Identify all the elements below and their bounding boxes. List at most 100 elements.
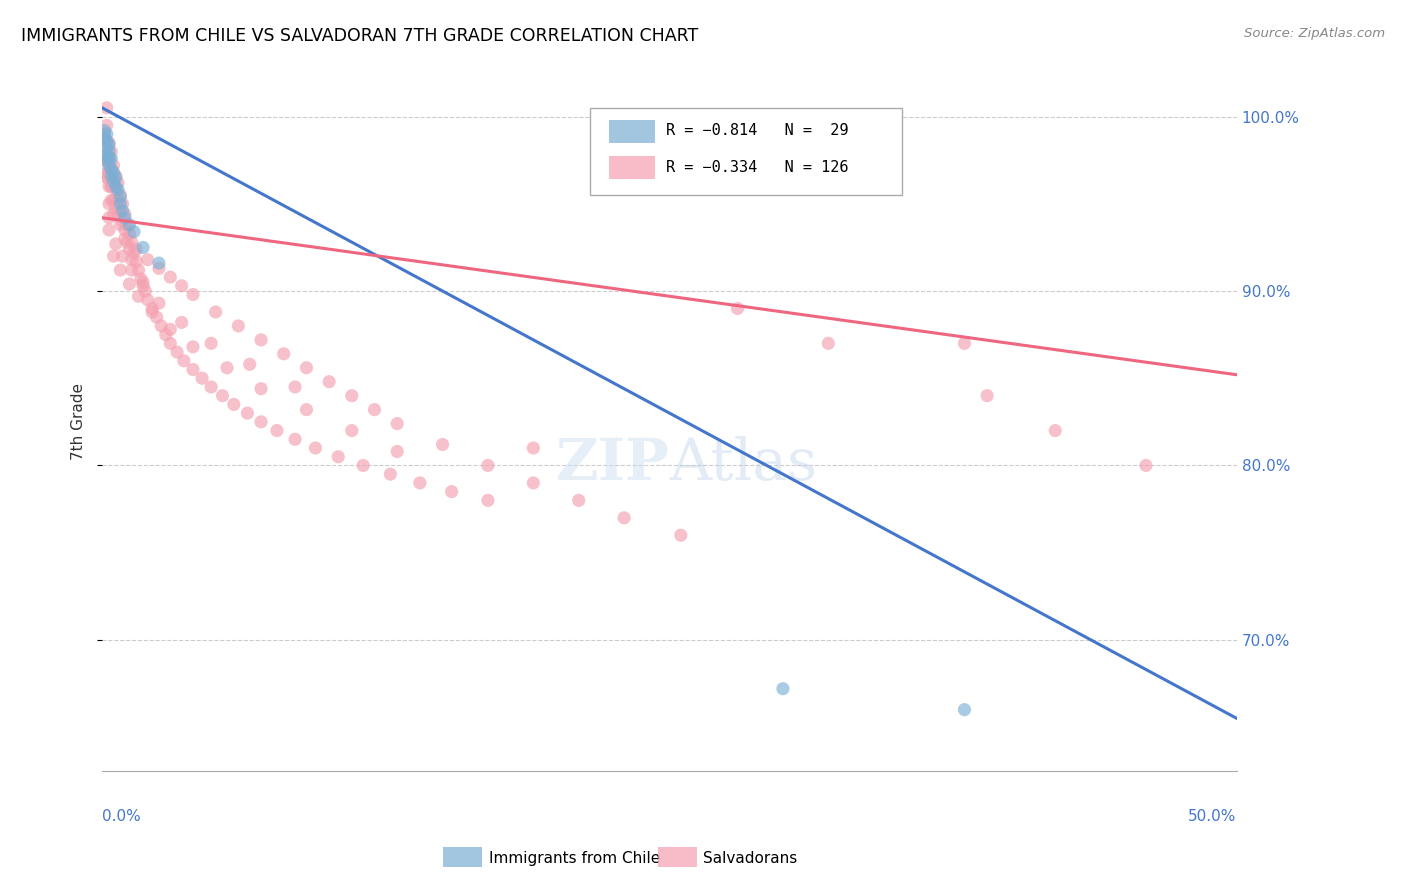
Point [100,169,122,183]
Point [103,158,125,172]
Text: Immigrants from Chile: Immigrants from Chile [489,851,661,865]
Point [385,444,408,458]
Point [121,235,143,250]
Point [976,389,998,403]
Point [380,467,402,482]
Point [477,458,499,473]
Point [953,703,976,717]
Point [103,174,125,188]
Point [96,127,118,141]
Point [111,214,134,228]
Point [266,424,288,438]
Point [93,123,115,137]
Point [200,380,222,394]
Point [409,475,432,490]
Point [328,450,350,464]
Point [181,362,204,376]
Point [121,252,143,267]
Point [107,207,129,221]
Point [222,397,245,411]
Point [98,136,121,150]
Point [100,152,122,166]
Point [122,225,145,239]
Point [141,305,163,319]
Point [98,158,121,172]
Point [98,165,121,179]
Point [522,475,544,490]
Point [173,353,195,368]
Point [132,240,155,254]
Point [98,137,121,152]
Point [166,345,188,359]
Point [132,275,155,289]
FancyBboxPatch shape [609,120,655,143]
Point [114,211,136,225]
Point [115,218,138,232]
Point [100,145,122,159]
Point [96,136,118,150]
Point [107,194,129,208]
Point [432,437,454,451]
Point [440,484,463,499]
Point [239,357,262,371]
Point [98,196,121,211]
Point [104,200,127,214]
Text: 0.0%: 0.0% [103,809,141,824]
Point [159,270,181,285]
Point [114,223,136,237]
Text: Salvadorans: Salvadorans [703,851,797,865]
Point [273,347,295,361]
Point [93,130,115,145]
Point [104,179,127,194]
Point [118,277,141,291]
Text: R = −0.334   N = 126: R = −0.334 N = 126 [666,160,849,175]
Point [98,153,121,168]
Point [215,360,238,375]
Point [93,148,115,162]
Point [669,528,692,542]
Point [122,245,145,260]
FancyBboxPatch shape [609,156,655,179]
Point [100,161,122,176]
Point [103,249,125,263]
Point [150,318,173,333]
Point [340,389,363,403]
Point [107,183,129,197]
Text: Source: ZipAtlas.com: Source: ZipAtlas.com [1244,27,1385,40]
Point [100,179,122,194]
Point [295,402,318,417]
Point [100,194,122,208]
Point [318,375,340,389]
Point [211,389,233,403]
Point [125,254,148,268]
Point [103,194,125,208]
Point [110,188,132,202]
Point [363,402,385,417]
Point [110,263,132,277]
Point [228,318,250,333]
Point [136,252,159,267]
Point [145,310,167,325]
Text: ZIP: ZIP [555,435,669,491]
Point [96,118,118,132]
Point [118,227,141,241]
Text: Atlas: Atlas [669,435,818,491]
Point [98,152,121,166]
Point [93,127,115,141]
Point [110,196,132,211]
Point [118,218,141,232]
Point [98,145,121,159]
Point [128,263,150,277]
Point [159,336,181,351]
Point [284,432,307,446]
Y-axis label: 7th Grade: 7th Grade [72,384,86,460]
Point [128,289,150,303]
Point [136,293,159,307]
Point [159,322,181,336]
FancyBboxPatch shape [591,108,903,195]
Point [96,170,118,185]
Point [93,169,115,183]
Point [284,380,307,394]
Point [477,493,499,508]
Point [104,169,127,183]
